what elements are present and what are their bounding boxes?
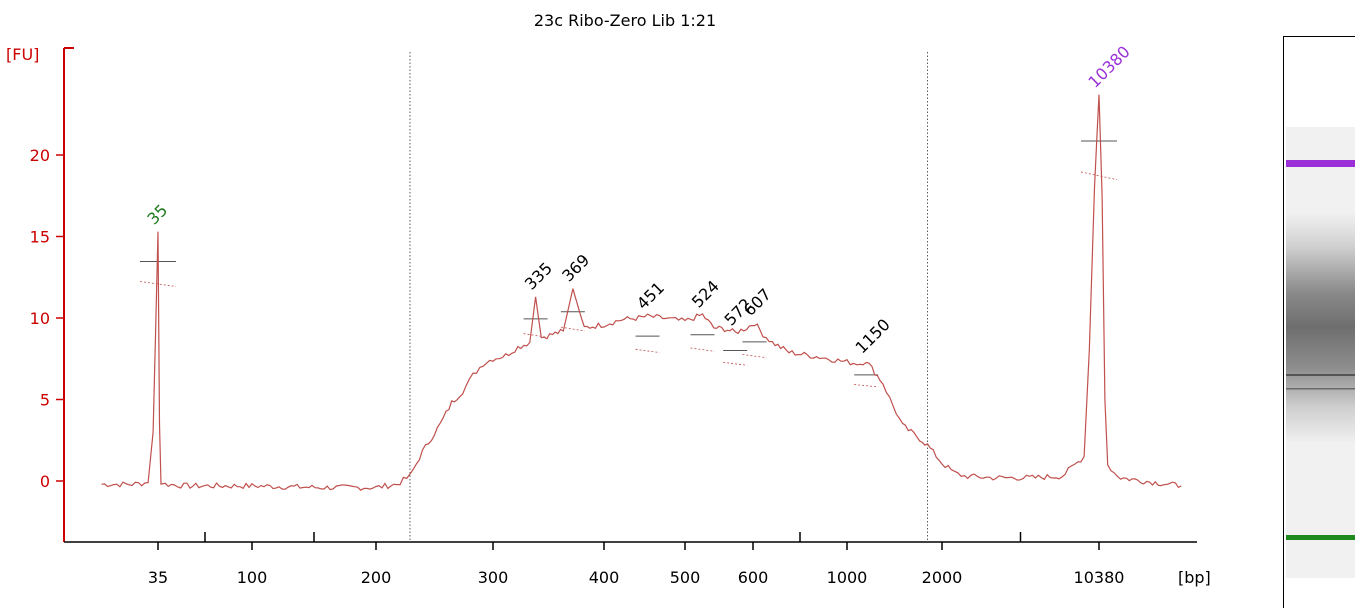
- x-tick-label: 600: [738, 568, 769, 587]
- trace-line: [101, 94, 1182, 491]
- x-tick-label: 500: [670, 568, 701, 587]
- peak-base: [854, 384, 879, 388]
- y-tick-label: 0: [40, 472, 50, 491]
- x-tick-label: 100: [237, 568, 268, 587]
- peak-base: [742, 354, 767, 359]
- x-tick-label: 1000: [827, 568, 868, 587]
- gel-image: [1283, 36, 1355, 608]
- peak-label: 369: [558, 250, 593, 285]
- gel-band: [1286, 374, 1355, 376]
- y-tick-label: 5: [40, 391, 50, 410]
- peak-base: [690, 347, 715, 352]
- peak-baselines: [139, 140, 1118, 388]
- peak-base: [723, 361, 748, 366]
- gel-lower-marker-band: [1286, 535, 1355, 540]
- peak-label: 35: [143, 201, 171, 229]
- peak-base: [635, 348, 660, 353]
- peak-label: 10380: [1084, 42, 1133, 91]
- gel-smear: [1286, 212, 1355, 442]
- chart-axes: 0 5 10 15 20 35 100 200 300 400 500 600 1000 2000 1038…: [30, 47, 1197, 587]
- x-tick-label: 10380: [1074, 568, 1125, 587]
- y-axis-label: [FU]: [6, 45, 39, 64]
- x-tick-label: 35: [148, 568, 168, 587]
- gel-upper-marker-band: [1286, 160, 1355, 167]
- region-bounds: [409, 52, 928, 542]
- x-tick-label: 2000: [922, 568, 963, 587]
- gel-band: [1286, 388, 1355, 390]
- peak-base: [1080, 171, 1118, 181]
- x-tick-label: 300: [478, 568, 509, 587]
- y-tick-label: 20: [30, 146, 50, 165]
- peak-label: 335: [521, 259, 556, 294]
- x-tick-label: 200: [361, 568, 392, 587]
- peak-base: [560, 326, 585, 332]
- peak-label: 1150: [852, 315, 894, 357]
- y-tick-label: 15: [30, 228, 50, 247]
- x-tick-label: 400: [589, 568, 620, 587]
- x-axis-label: [bp]: [1178, 568, 1211, 587]
- chart-title: 23c Ribo-Zero Lib 1:21: [534, 11, 716, 30]
- y-tick-label: 10: [30, 309, 50, 328]
- peak-label: 524: [688, 277, 723, 312]
- peak-label: 451: [633, 278, 668, 313]
